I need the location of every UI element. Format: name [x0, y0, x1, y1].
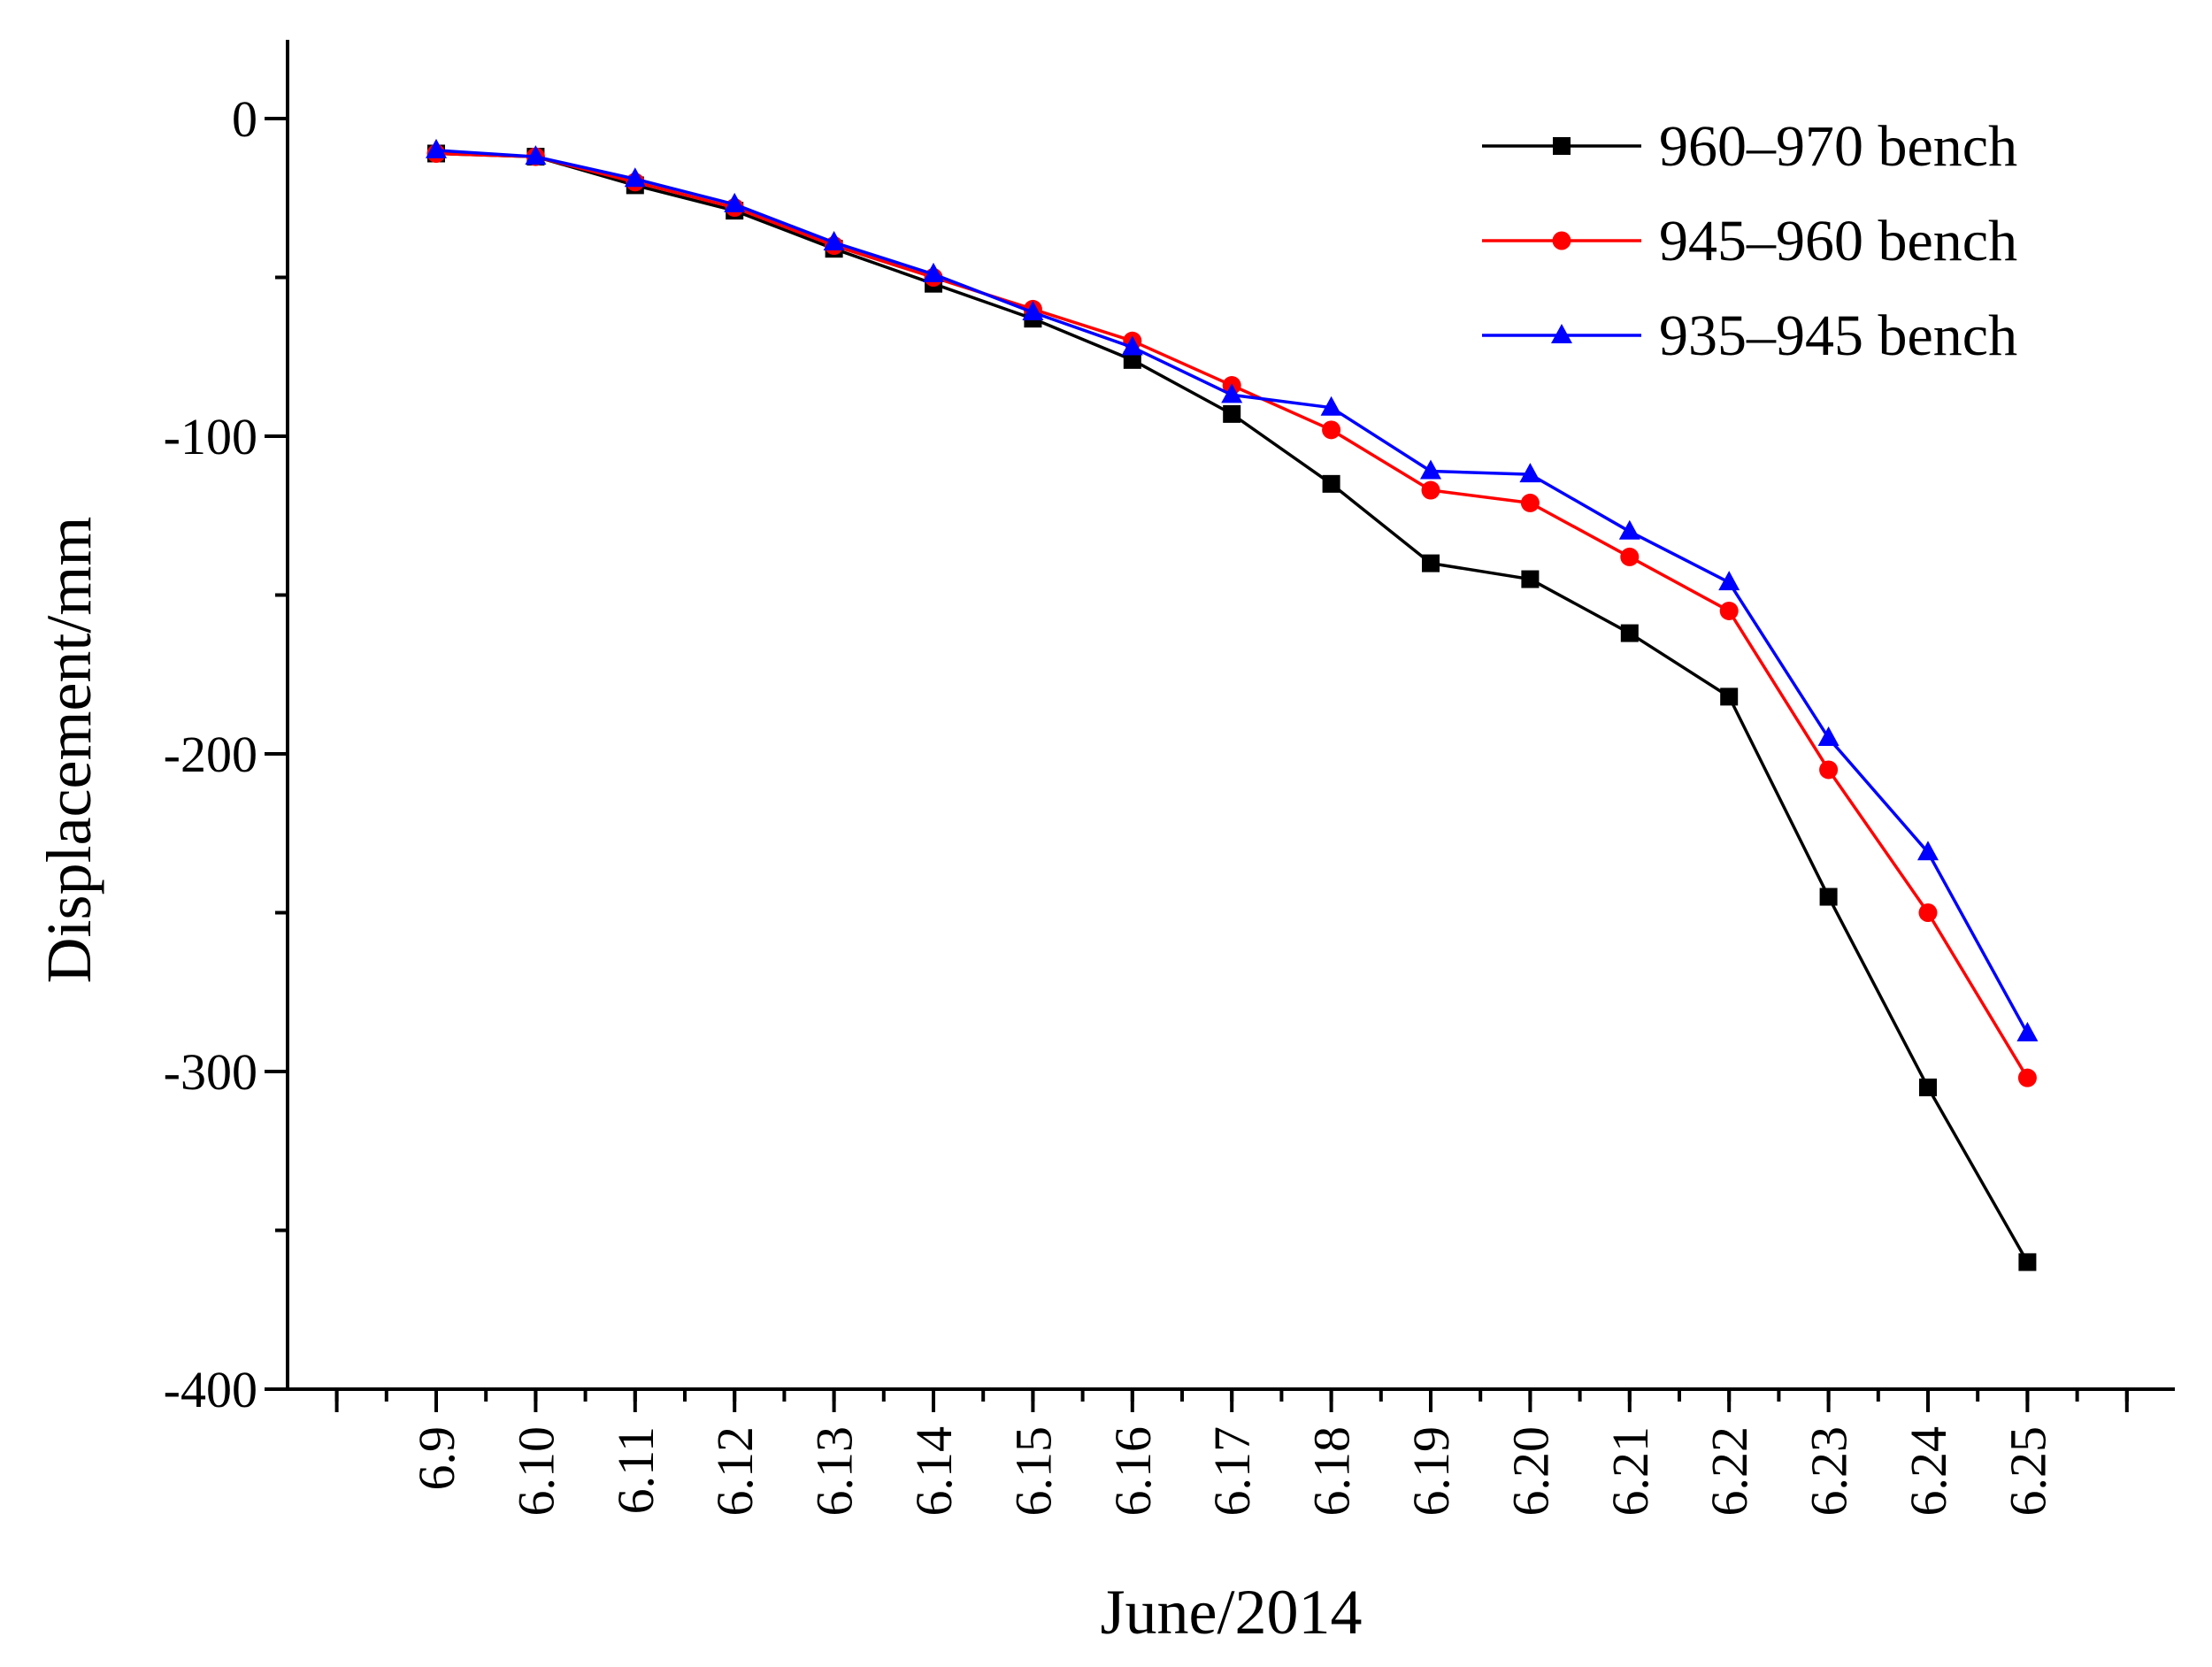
- legend-label: 960–970 bench: [1659, 114, 2017, 179]
- legend-item: 960–970 bench: [1482, 114, 2017, 179]
- x-tick-label: 6.11: [607, 1426, 664, 1514]
- legend-label: 945–960 bench: [1659, 209, 2017, 273]
- data-point: [1718, 571, 1740, 591]
- y-tick-label: -300: [164, 1043, 257, 1101]
- data-point: [1919, 1078, 1937, 1096]
- data-point: [426, 138, 447, 158]
- data-point: [1918, 903, 1938, 922]
- data-point: [724, 192, 746, 212]
- data-point: [1519, 463, 1541, 483]
- data-point: [2017, 1068, 2037, 1087]
- legend-marker: [1551, 324, 1572, 343]
- data-point: [1719, 601, 1739, 620]
- series-line: [435, 149, 2029, 1034]
- y-axis-ticks: 0 -100 -200 -300 -400: [164, 90, 288, 1418]
- series-line: [435, 151, 2029, 1079]
- data-point: [1421, 480, 1440, 500]
- data-point: [2018, 1253, 2037, 1271]
- y-tick-label: 0: [232, 90, 257, 148]
- y-tick-label: -200: [164, 726, 257, 783]
- legend: 960–970 bench 945–960 bench 935–945 bench: [1482, 114, 2017, 368]
- x-tick-label: 6.16: [1104, 1426, 1162, 1517]
- data-point: [1520, 493, 1540, 512]
- series-3: [426, 138, 2039, 1041]
- x-tick-label: 6.21: [1601, 1426, 1659, 1517]
- y-tick-label: -400: [164, 1361, 257, 1418]
- x-axis-ticks: 6.9 6.10 6.11 6.12 6.13 6.14 6.15 6.16 6.17 6.18 6…: [334, 1389, 2129, 1517]
- data-point: [1620, 624, 1639, 642]
- data-point: [1121, 335, 1143, 356]
- x-tick-label: 6.25: [1999, 1426, 2056, 1517]
- data-point: [1420, 459, 1441, 480]
- data-point: [1322, 474, 1340, 493]
- data-point: [1320, 396, 1342, 416]
- data-point: [1819, 887, 1838, 906]
- data-point: [1620, 547, 1640, 566]
- x-tick-label: 6.9: [408, 1426, 465, 1491]
- data-point: [624, 167, 646, 188]
- x-tick-label: 6.18: [1303, 1426, 1361, 1517]
- data-point: [1422, 554, 1440, 572]
- x-tick-label: 6.24: [1900, 1426, 1957, 1517]
- x-tick-label: 6.14: [905, 1426, 963, 1517]
- x-axis-title: June/2014: [1101, 1577, 1363, 1648]
- data-point: [1618, 519, 1640, 540]
- x-tick-label: 6.20: [1502, 1426, 1559, 1517]
- x-tick-label: 6.13: [806, 1426, 864, 1517]
- data-point: [1221, 383, 1243, 403]
- legend-marker: [1552, 231, 1571, 250]
- series-layer: [426, 138, 2039, 1271]
- data-point: [1022, 300, 1044, 320]
- data-point: [1817, 726, 1839, 747]
- x-tick-label: 6.22: [1701, 1426, 1758, 1517]
- legend-label: 935–945 bench: [1659, 303, 2017, 368]
- x-tick-label: 6.19: [1402, 1426, 1460, 1517]
- data-point: [923, 262, 944, 282]
- series-2: [426, 143, 2037, 1087]
- data-point: [1819, 760, 1839, 780]
- legend-item: 945–960 bench: [1482, 209, 2017, 273]
- x-tick-label: 6.10: [507, 1426, 565, 1517]
- legend-item: 935–945 bench: [1482, 303, 2017, 368]
- x-tick-label: 6.15: [1004, 1426, 1062, 1517]
- data-point: [2016, 1021, 2039, 1041]
- data-point: [1223, 404, 1241, 423]
- x-tick-label: 6.17: [1203, 1426, 1261, 1517]
- data-point: [1521, 570, 1540, 588]
- data-point: [1917, 841, 1939, 861]
- y-tick-label: -100: [164, 408, 257, 465]
- x-tick-label: 6.23: [1801, 1426, 1858, 1517]
- data-point: [1720, 688, 1739, 706]
- legend-marker: [1553, 137, 1571, 155]
- data-point: [823, 231, 845, 251]
- data-point: [1322, 420, 1341, 440]
- data-point: [1123, 350, 1141, 369]
- data-point: [525, 145, 547, 165]
- y-axis-title: Displacement/mm: [34, 517, 104, 984]
- x-tick-label: 6.12: [706, 1426, 764, 1517]
